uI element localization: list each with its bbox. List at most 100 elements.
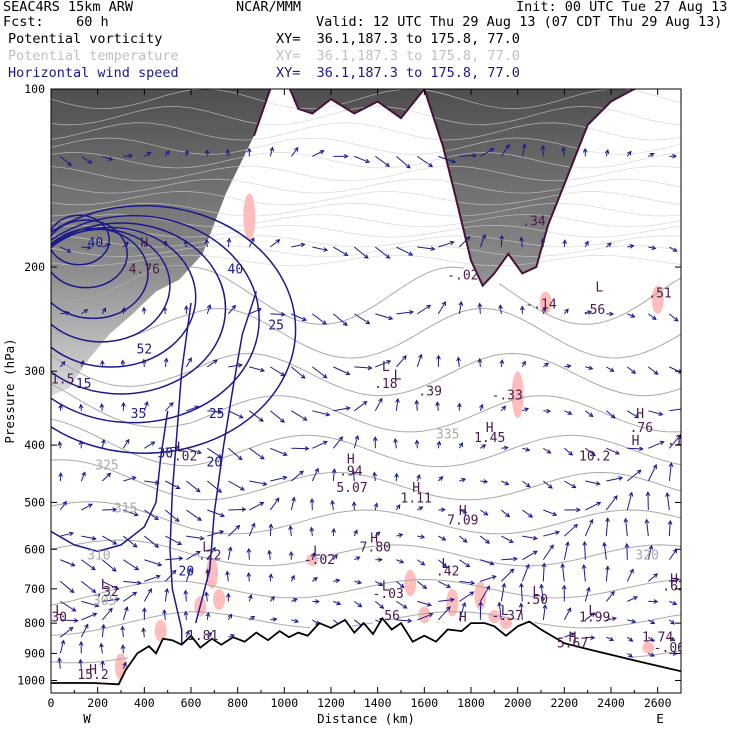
wind-vector [501, 509, 510, 518]
wind-vector [437, 606, 451, 621]
wind-vector-head [292, 598, 298, 603]
wind-vector-head [280, 312, 286, 317]
isentrope-line [51, 307, 681, 359]
wind-vector-head [345, 370, 351, 376]
valid-time: Valid: 12 UTC Thu 29 Aug 13 (07 CDT Thu … [316, 14, 723, 30]
high-low-marker: L [313, 545, 321, 560]
wind-vector-head [648, 544, 654, 550]
wind-vector [60, 532, 74, 537]
wind-vector-head [154, 515, 159, 521]
wind-vector-head [653, 599, 659, 604]
wind-vector [396, 559, 404, 563]
wind-vector-head [372, 471, 378, 477]
wind-vector-head [336, 600, 342, 606]
wind-vector [606, 447, 620, 455]
wind-vector [291, 243, 305, 248]
wind-vector [331, 500, 334, 511]
wind-vector-head [465, 562, 471, 568]
wind-vector [354, 600, 362, 608]
wind-vector-head [206, 304, 212, 310]
wind-vector-head [136, 580, 142, 586]
wind-vector-head [183, 239, 189, 245]
wind-vector-head [606, 242, 612, 248]
wind-vector [102, 580, 119, 590]
wind-vector-head [62, 500, 67, 506]
wind-vector-head [565, 541, 570, 547]
wind-vector-head [498, 304, 503, 310]
positive-pv-patch [488, 609, 501, 624]
pv-value-label: .51 [648, 286, 671, 301]
wind-vector [270, 239, 280, 248]
positive-pv-patch [642, 641, 655, 654]
wind-vector [121, 626, 124, 638]
wind-vector [417, 581, 427, 589]
wind-vector-head [184, 149, 190, 155]
y-tick-label: 1000 [17, 673, 45, 687]
wind-vector-head [573, 523, 579, 529]
wind-vector [81, 246, 91, 249]
wind-vector-head [539, 583, 544, 589]
wind-vector [501, 480, 509, 486]
wind-vector-head [525, 482, 531, 488]
wind-vector [479, 303, 481, 314]
wind-vector-head [386, 359, 392, 365]
wind-vector-head [195, 487, 201, 493]
wind-vector [480, 535, 490, 544]
wind-vector [227, 547, 232, 560]
wind-vector-head [220, 512, 226, 518]
wind-vector-head [519, 305, 525, 311]
wind-vector-head [388, 315, 394, 321]
wind-vector [648, 441, 664, 449]
wind-vector-head [418, 353, 423, 359]
wind-vector-head [105, 243, 111, 248]
wind-vector [312, 441, 328, 449]
plot-area: 30531031532032533540405235252520302015HL… [51, 89, 681, 693]
wind-vector [605, 149, 609, 157]
wind-vector-head [586, 586, 591, 592]
wind-vector [606, 636, 614, 641]
wind-vector [563, 542, 569, 560]
x-tick-label: 1800 [457, 696, 485, 710]
wind-vector-head [288, 550, 294, 556]
wind-vector-head [304, 446, 310, 451]
wind-vector-head [246, 547, 252, 553]
wind-vector-head [57, 440, 63, 446]
wind-vector [165, 535, 182, 545]
wind-vector [123, 580, 141, 584]
wind-vector-head [485, 539, 490, 544]
wind-vector [185, 357, 192, 368]
wind-vector-head [436, 440, 442, 446]
wind-vector-head [659, 440, 665, 446]
wind-vector-head [667, 519, 673, 525]
wind-vector-head [73, 618, 79, 623]
wind-vector-head [115, 597, 121, 602]
high-low-marker: H [486, 421, 494, 436]
wind-vector [80, 624, 89, 638]
wind-vector [290, 575, 295, 582]
wind-vector-head [78, 658, 84, 664]
wind-vector-head [402, 604, 408, 609]
wind-vector-head [378, 397, 383, 403]
wind-vector [606, 410, 616, 419]
wind-vector [291, 619, 299, 623]
field-name-theta: Potential temperature [8, 48, 179, 64]
wind-vector [165, 557, 183, 561]
wind-speed-label: 25 [209, 407, 225, 422]
wind-vector-head [588, 412, 594, 418]
wind-vector [585, 480, 600, 485]
wind-vector-head [267, 549, 272, 555]
wind-vector [648, 573, 658, 582]
wind-vector-head [668, 462, 674, 468]
wind-vector [542, 544, 554, 561]
wind-vector-head [672, 153, 678, 159]
positive-pv-patch [539, 291, 552, 314]
wind-vector [312, 150, 324, 157]
wind-vector [81, 559, 96, 571]
wind-vector [564, 632, 575, 638]
wind-vector-head [194, 405, 200, 410]
wind-vector-head [479, 403, 484, 409]
wind-vector-head [651, 245, 657, 251]
high-low-marker: L [55, 604, 63, 619]
wind-vector-head [87, 159, 93, 164]
wind-vector [416, 354, 422, 368]
